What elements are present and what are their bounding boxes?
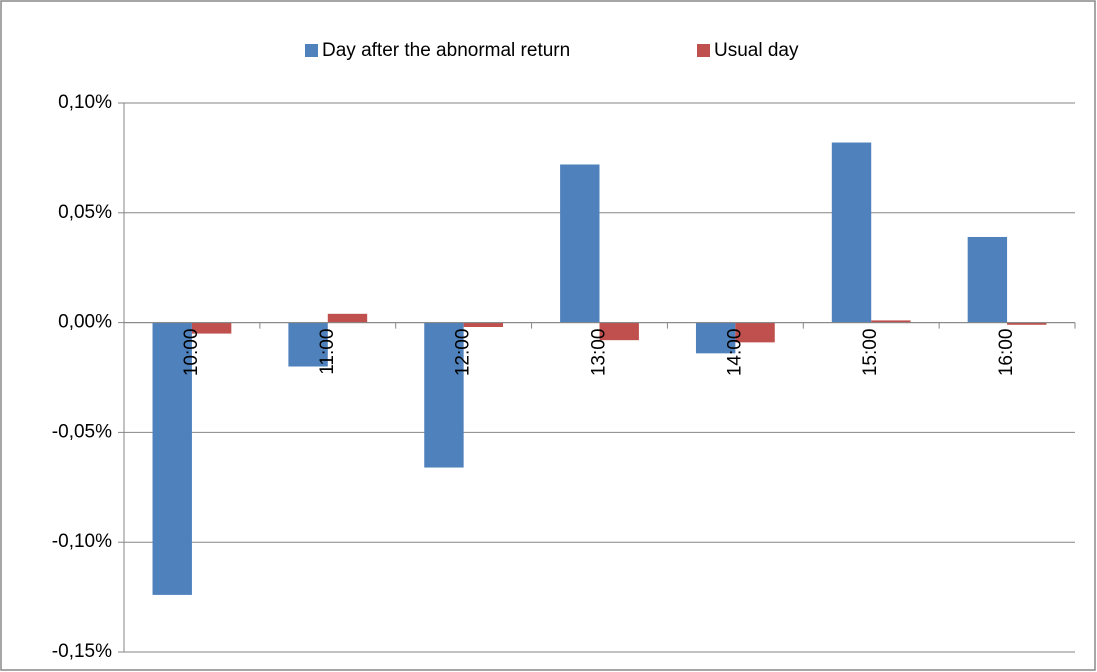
- legend-label: Usual day: [714, 40, 799, 61]
- bar: [599, 322, 639, 341]
- bar: [695, 322, 736, 354]
- bar: [560, 164, 600, 323]
- legend-swatch: [305, 44, 318, 57]
- bar: [327, 313, 368, 323]
- bar: [1007, 322, 1047, 325]
- y-tick-label: -0,05%: [52, 421, 112, 442]
- bar: [288, 322, 328, 367]
- x-tick-label: 16:00: [996, 329, 1017, 377]
- y-tick-label: 0,05%: [58, 202, 112, 223]
- x-tick-label: 13:00: [589, 329, 610, 377]
- y-tick-label: -0,15%: [52, 641, 112, 662]
- bar: [424, 322, 464, 468]
- x-tick-label: 10:00: [181, 329, 202, 377]
- bar: [967, 236, 1008, 323]
- bar: [191, 322, 232, 334]
- bar: [871, 320, 911, 323]
- legend-label: Day after the abnormal return: [322, 40, 570, 61]
- x-tick-label: 12:00: [453, 329, 474, 377]
- y-tick-label: -0,10%: [52, 531, 112, 552]
- bar: [152, 322, 192, 595]
- y-tick-label: 0,10%: [58, 92, 112, 113]
- x-tick-label: 15:00: [860, 329, 881, 377]
- bar: [735, 322, 775, 343]
- x-tick-label: 14:00: [724, 329, 745, 377]
- y-tick-label: 0,00%: [58, 312, 112, 333]
- legend-swatch: [697, 44, 710, 57]
- bar: [831, 142, 872, 323]
- bar: [463, 322, 504, 327]
- x-tick-label: 11:00: [317, 329, 338, 375]
